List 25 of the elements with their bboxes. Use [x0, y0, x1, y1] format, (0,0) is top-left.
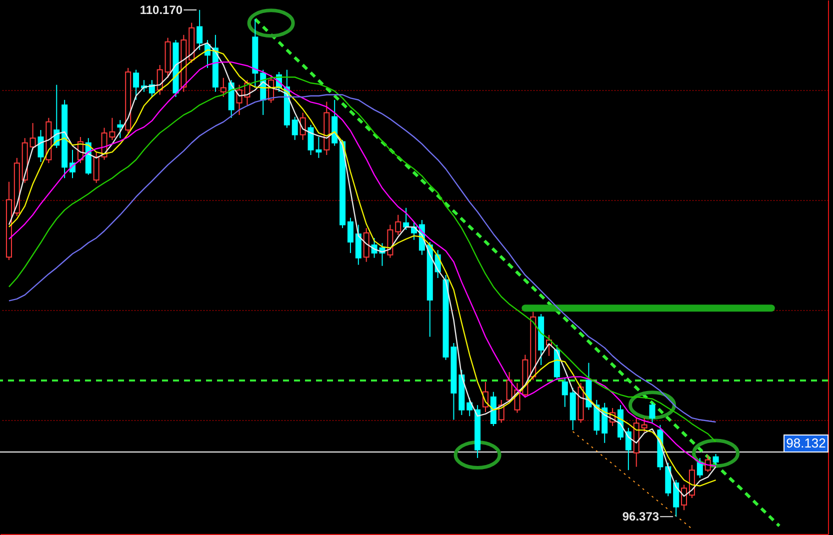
candlestick [625, 427, 632, 471]
candlestick [133, 69, 140, 100]
candlestick [681, 484, 688, 511]
candlestick [347, 217, 354, 254]
candlestick [649, 402, 656, 424]
candlestick [466, 397, 473, 417]
candlestick [117, 120, 124, 139]
candlestick [395, 214, 402, 236]
candlestick [641, 417, 648, 432]
annotation: 96.373 [622, 510, 660, 524]
candlestick [712, 453, 719, 466]
candlestick [562, 377, 568, 408]
candlestick [292, 116, 298, 140]
ref-line-label: 98.132 [786, 436, 826, 451]
candlestick [673, 480, 680, 518]
candlestick [93, 152, 100, 184]
candlestick [196, 9, 203, 50]
candlestick [696, 457, 703, 478]
candlestick [220, 77, 226, 98]
candlestick [38, 130, 44, 162]
candlestick [355, 224, 362, 266]
candlestick [30, 122, 36, 150]
candlestick [300, 112, 306, 140]
candlestick [403, 207, 410, 230]
annotation: 110.170 [140, 2, 183, 17]
